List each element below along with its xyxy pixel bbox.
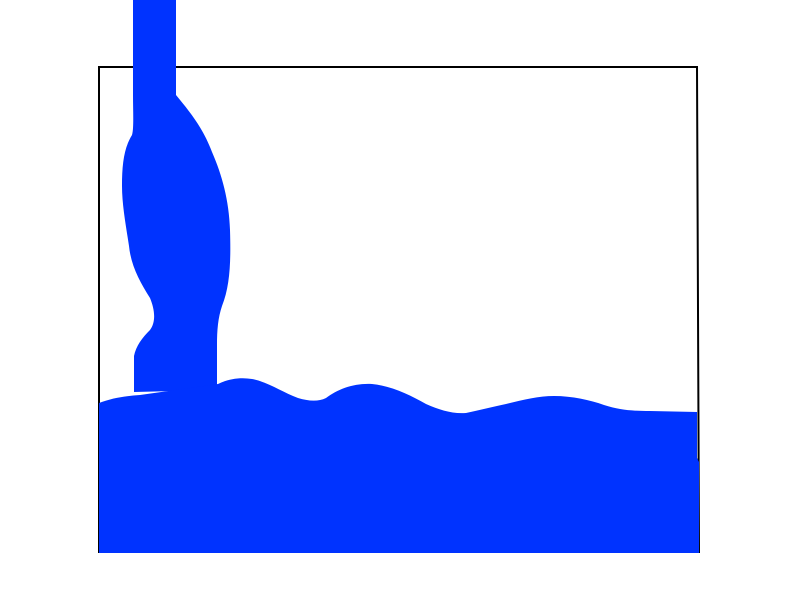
water-pool xyxy=(99,378,699,553)
water-stream xyxy=(122,0,231,392)
tank-outline xyxy=(98,66,700,554)
